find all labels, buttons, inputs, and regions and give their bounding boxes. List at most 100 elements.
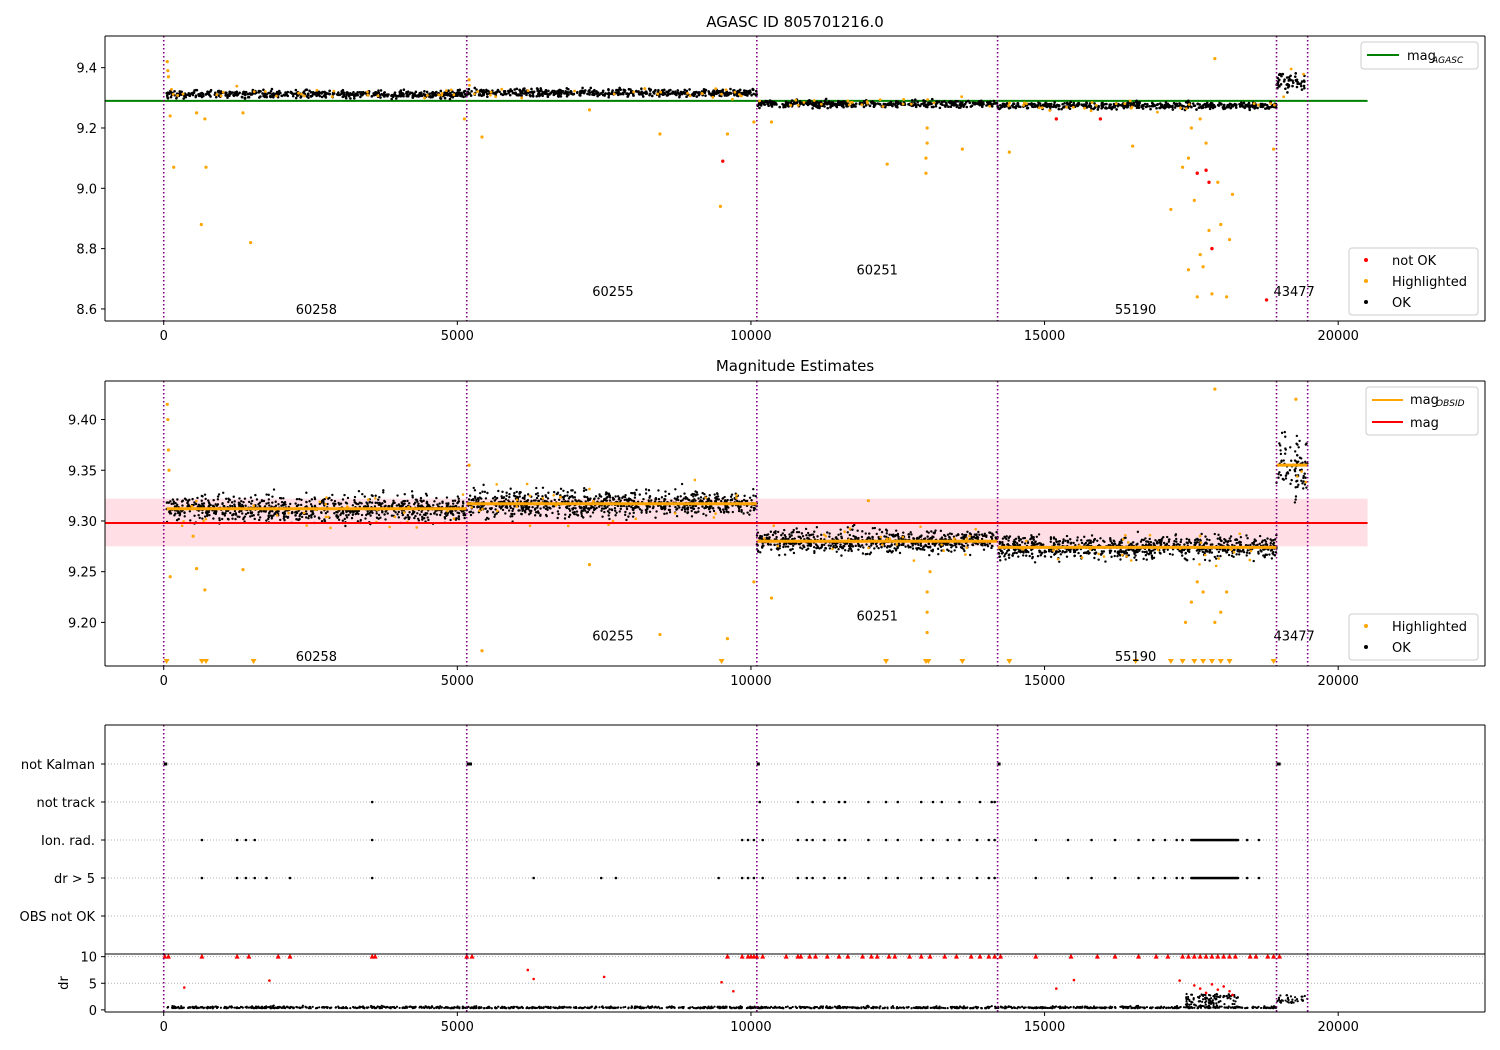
ok-point: [805, 534, 808, 537]
ok-point: [180, 90, 183, 94]
ok-point: [552, 490, 556, 494]
ok-point: [844, 542, 847, 546]
ok-point: [924, 100, 927, 103]
ok-point: [321, 499, 324, 502]
ok-point: [242, 500, 245, 504]
ok-point: [727, 93, 730, 97]
ok-point: [357, 489, 361, 493]
ok-point: [694, 504, 698, 508]
ok-point: [1253, 107, 1256, 110]
ok-point: [717, 498, 721, 501]
ok-point: [1101, 105, 1105, 109]
ok-point: [449, 505, 452, 508]
highlighted-point: [1184, 107, 1188, 111]
ok-point: [516, 94, 520, 97]
ok-point: [358, 501, 361, 504]
ok-point: [294, 502, 297, 505]
ok-point: [819, 537, 823, 541]
ok-point: [789, 549, 792, 552]
ok-point: [272, 92, 275, 95]
ok-point: [695, 491, 699, 494]
ok-point: [184, 95, 187, 99]
ok-point: [758, 106, 761, 110]
ok-point: [535, 94, 539, 98]
highlighted-point: [221, 90, 225, 94]
ok-point: [1291, 84, 1294, 88]
ok-point: [735, 499, 739, 503]
ok-point: [865, 543, 868, 546]
ok-point: [374, 494, 377, 497]
ok-point: [539, 507, 542, 510]
ok-point: [750, 93, 753, 97]
ok-point: [563, 517, 567, 520]
ok-point: [1117, 543, 1121, 546]
ok-point: [370, 501, 374, 504]
ok-point: [284, 515, 288, 518]
ok-point: [937, 552, 940, 556]
ok-point: [539, 87, 543, 90]
ok-point: [660, 507, 664, 511]
ok-point: [567, 497, 571, 500]
ok-point: [584, 506, 588, 509]
ok-point: [355, 512, 358, 515]
ok-point: [270, 517, 274, 520]
ok-point: [337, 91, 340, 94]
ok-point: [923, 548, 926, 552]
ok-point: [1124, 104, 1127, 108]
ok-point: [528, 509, 532, 512]
ok-point: [564, 513, 567, 516]
y-tick-label: 8.6: [76, 303, 97, 318]
ok-point: [911, 547, 915, 550]
ok-point: [963, 533, 966, 537]
ok-point: [912, 536, 915, 540]
ok-point: [318, 94, 322, 98]
ok-point: [800, 532, 804, 535]
ok-point: [396, 494, 399, 497]
ok-point: [212, 511, 216, 515]
ok-point: [295, 504, 299, 508]
ok-point: [456, 511, 459, 514]
ok-point: [461, 504, 464, 508]
ok-point: [776, 530, 780, 534]
legend-swatch: [1364, 300, 1368, 304]
ok-point: [535, 496, 539, 500]
ok-point: [469, 94, 473, 97]
ok-point: [304, 510, 308, 513]
ok-point: [1187, 538, 1191, 542]
ok-point: [792, 551, 796, 555]
ok-point: [447, 502, 450, 505]
ok-point: [644, 492, 648, 495]
ok-point: [377, 89, 380, 93]
ok-point: [781, 532, 784, 535]
ok-point: [345, 516, 349, 519]
ok-point: [198, 516, 201, 520]
highlighted-point: [515, 498, 519, 502]
highlighted-point: [1180, 165, 1185, 169]
ok-point: [511, 514, 514, 518]
ok-point: [202, 94, 205, 98]
ok-point: [792, 102, 796, 106]
highlighted-point: [168, 114, 172, 118]
highlighted-point: [393, 515, 397, 519]
ok-point: [542, 506, 546, 509]
ok-point: [279, 497, 283, 500]
ok-point: [457, 517, 461, 521]
ok-point: [1150, 554, 1154, 557]
ok-point: [414, 90, 418, 94]
highlighted-point: [366, 93, 370, 97]
ok-point: [1082, 551, 1086, 555]
ok-point: [183, 511, 186, 514]
ok-point: [309, 503, 313, 506]
ok-point: [778, 547, 781, 550]
ok-point: [576, 514, 580, 517]
ok-point: [486, 95, 489, 99]
highlighted-point: [960, 147, 964, 151]
ok-point: [1137, 103, 1141, 107]
ok-point: [946, 533, 950, 536]
highlighted-point: [330, 95, 334, 98]
highlighted-point: [968, 534, 971, 538]
ok-point: [870, 544, 873, 547]
highlighted-point: [195, 499, 198, 503]
ok-point: [1162, 541, 1166, 545]
ok-point: [509, 487, 512, 490]
